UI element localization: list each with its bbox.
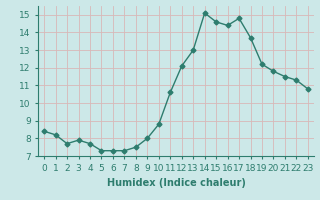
X-axis label: Humidex (Indice chaleur): Humidex (Indice chaleur) bbox=[107, 178, 245, 188]
